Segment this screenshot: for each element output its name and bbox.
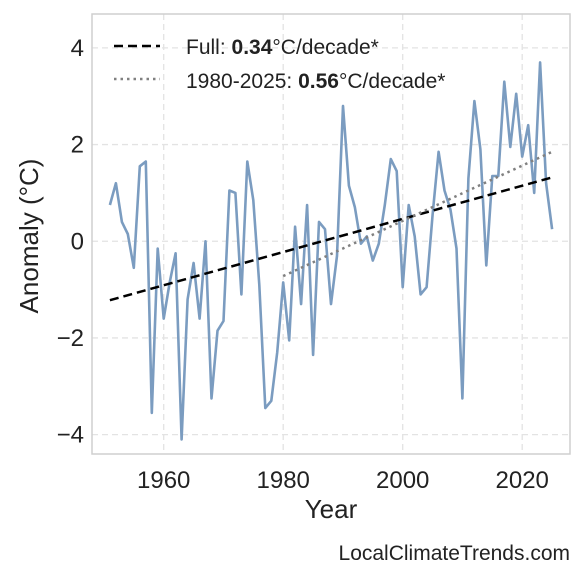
x-tick-label: 2020 <box>496 467 549 494</box>
y-tick-label: 4 <box>71 35 84 62</box>
x-tick-label: 2000 <box>376 467 429 494</box>
series-layer <box>108 61 554 441</box>
x-tick-label: 1960 <box>137 467 190 494</box>
x-axis-label: Year <box>305 494 358 524</box>
source-credit: LocalClimateTrends.com <box>339 542 570 565</box>
legend: Full: 0.34°C/decade* 1980-2025: 0.56°C/d… <box>114 36 445 93</box>
y-axis-label: Anomaly (°C) <box>14 159 44 314</box>
grid <box>92 14 570 454</box>
tick-labels: 1960 1980 2000 2020 −4 −2 0 2 4 <box>57 35 549 494</box>
y-tick-label: 0 <box>71 228 84 255</box>
trend-line-full <box>109 176 553 302</box>
y-tick-label: 2 <box>71 132 84 159</box>
plot-frame <box>91 13 571 455</box>
y-tick-label: −2 <box>57 325 84 352</box>
legend-label-1980-2025: 1980-2025: 0.56°C/decade* <box>186 70 445 93</box>
anomaly-series-line <box>108 61 554 441</box>
legend-label-full: Full: 0.34°C/decade* <box>186 36 379 59</box>
x-tick-label: 1980 <box>257 467 310 494</box>
y-tick-label: −4 <box>57 422 84 449</box>
